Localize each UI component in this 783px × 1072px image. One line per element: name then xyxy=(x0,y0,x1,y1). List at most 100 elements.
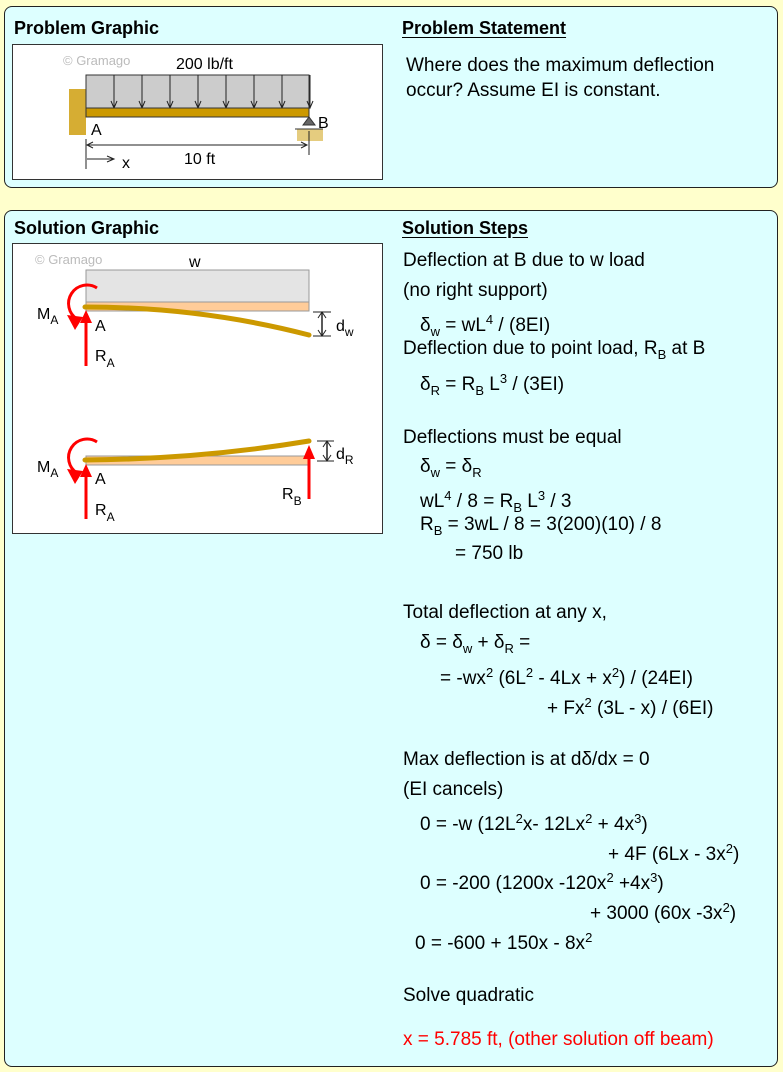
w-label: w xyxy=(188,254,201,271)
step-line: = -wx2 (6L2 - 4Lx + x2) / (24EI) xyxy=(440,662,693,690)
step-text: = 750 lb xyxy=(455,543,524,564)
step-text: ) xyxy=(657,873,664,894)
step-text: = xyxy=(513,632,531,653)
step-line: + 4F (6Lx - 3x2) xyxy=(608,838,739,866)
step-line: Deflection at B due to w load xyxy=(403,250,645,272)
step-text: wL xyxy=(420,491,445,512)
step-text: + δ xyxy=(472,632,505,653)
deflected-beam-r xyxy=(82,438,312,463)
step-text: 0 = -200 (1200x -120x xyxy=(420,873,607,894)
step-line: δ = δw + δR = xyxy=(420,632,530,660)
step-text: + 4F (6Lx - 3x xyxy=(608,844,726,865)
solution-graphic: © Gramago w MA A RA dw MA A RA RB dR xyxy=(12,243,383,534)
step-text: 2 xyxy=(722,900,730,915)
step-line: + 3000 (60x -3x2) xyxy=(590,897,736,925)
step-text: R xyxy=(430,383,440,398)
step-line: + Fx2 (3L - x) / (6EI) xyxy=(547,692,713,720)
step-text: / (3EI) xyxy=(507,374,565,395)
reaction-a-sub: A xyxy=(107,510,115,524)
problem-statement: Where does the maximum deflection occur?… xyxy=(406,55,715,101)
step-text: = R xyxy=(439,374,476,395)
step-text: (no right support) xyxy=(403,280,548,301)
step-text: B xyxy=(433,523,443,538)
step-line: wL4 / 8 = RB L3 / 3 xyxy=(420,485,571,519)
dw-sub: w xyxy=(344,325,354,339)
step-text: δ xyxy=(420,315,431,336)
step-text: R xyxy=(420,514,434,535)
reaction-a-label: R xyxy=(95,348,107,365)
step-line: Max deflection is at dδ/dx = 0 xyxy=(403,749,650,771)
label-a: A xyxy=(91,122,102,139)
x-label: x xyxy=(122,155,130,172)
step-text: x- 12Lx xyxy=(522,814,586,835)
step-text: 2 xyxy=(525,665,534,680)
step-line: Deflection due to point load, RB at B xyxy=(403,338,705,366)
step-text: L xyxy=(521,491,538,512)
moment-a-label: M xyxy=(37,459,50,476)
step-text: Deflections must be equal xyxy=(403,427,622,448)
step-text: B xyxy=(475,383,485,398)
length-label: 10 ft xyxy=(184,151,216,168)
svg-text:MA: MA xyxy=(37,306,58,327)
step-text: Total deflection at any x, xyxy=(403,602,607,623)
step-text: 2 xyxy=(585,811,593,826)
dr-label: d xyxy=(336,446,345,463)
answer-line: x = 5.785 ft, (other solution off beam) xyxy=(403,1029,714,1051)
step-text: w xyxy=(430,324,440,339)
step-text: (EI cancels) xyxy=(403,779,504,800)
svg-text:RA: RA xyxy=(95,502,115,524)
svg-text:MA: MA xyxy=(37,459,58,480)
step-line: RB = 3wL / 8 = 3(200)(10) / 8 xyxy=(420,514,661,542)
svg-text:RA: RA xyxy=(95,348,115,370)
step-line: (no right support) xyxy=(403,280,548,302)
solution-graphic-title: Solution Graphic xyxy=(14,218,160,238)
step-text: 2 xyxy=(485,665,494,680)
step-text: δ xyxy=(420,456,431,477)
step-line: Deflections must be equal xyxy=(403,427,622,449)
step-text: 4 xyxy=(444,488,452,503)
step-text: - 4Lx + x xyxy=(533,668,612,689)
moment-a-sub: A xyxy=(50,466,58,480)
step-text: + 3000 (60x -3x xyxy=(590,903,723,924)
step-text: R xyxy=(472,465,482,480)
step-text: δ xyxy=(420,374,431,395)
step-text: Max deflection is at dδ/dx = 0 xyxy=(403,749,650,770)
svg-text:dw: dw xyxy=(336,318,354,339)
load-label: 200 lb/ft xyxy=(176,56,233,73)
step-line: Total deflection at any x, xyxy=(403,602,607,624)
step-text: Deflection due to point load, R xyxy=(403,338,658,359)
step-line: δw = wL4 / (8EI) xyxy=(420,309,550,343)
step-line: δR = RB L3 / (3EI) xyxy=(420,368,564,402)
problem-graphic-title: Problem Graphic xyxy=(14,18,160,38)
step-text: 2 xyxy=(611,665,620,680)
step-text: δ = δ xyxy=(420,632,463,653)
step-text: = -wx xyxy=(440,668,486,689)
step-text: Deflection at B due to w load xyxy=(403,250,645,271)
label-a: A xyxy=(95,471,106,488)
dr-sub: R xyxy=(345,453,354,467)
step-text: 0 = -600 + 150x - 8x xyxy=(415,933,586,954)
step-text: w xyxy=(430,465,440,480)
label-a: A xyxy=(95,318,106,335)
step-line: Solve quadratic xyxy=(403,985,534,1007)
step-text: ) xyxy=(732,844,740,865)
step-text: (6L xyxy=(493,668,526,689)
step-text: at B xyxy=(666,338,706,359)
step-line: = 750 lb xyxy=(455,543,523,565)
step-text: ) xyxy=(729,903,737,924)
step-text: = δ xyxy=(439,456,473,477)
deflected-beam-w xyxy=(82,304,312,338)
step-text: (3L - x) / (6EI) xyxy=(591,698,714,719)
svg-text:dR: dR xyxy=(336,446,354,467)
step-text: + 4x xyxy=(592,814,635,835)
step-text: 0 = -w (12L xyxy=(420,814,516,835)
label-b: B xyxy=(318,115,329,132)
step-text: 3 xyxy=(650,870,658,885)
problem-statement-title: Problem Statement xyxy=(402,18,567,38)
step-text: ) / (24EI) xyxy=(619,668,693,689)
reaction-a-label: R xyxy=(95,502,107,519)
step-text: 2 xyxy=(515,811,523,826)
watermark: © Gramago xyxy=(35,252,102,267)
reaction-b-label: R xyxy=(282,486,294,503)
step-text: R xyxy=(504,641,514,656)
